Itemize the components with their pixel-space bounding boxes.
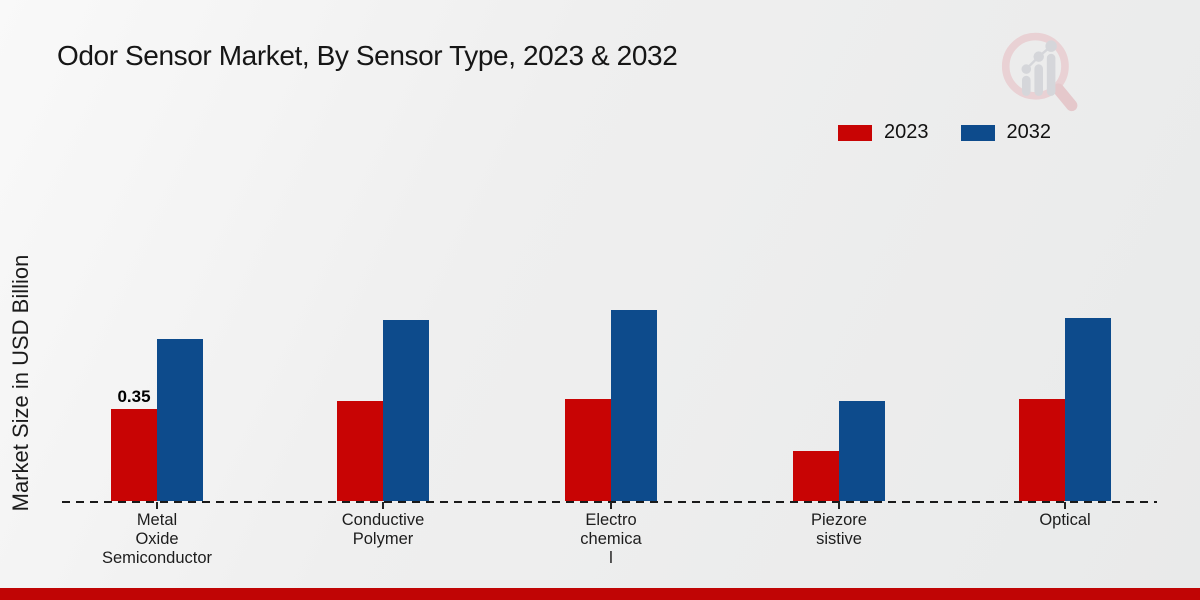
legend-label-2032: 2032 xyxy=(1006,121,1052,143)
bar-2032-metal-oxide-semiconductor xyxy=(157,339,203,501)
bar-2032-piezoresistive xyxy=(839,401,885,501)
bar-2032-electrochemical xyxy=(611,310,657,501)
x-axis-category-label-line: Electro xyxy=(585,511,637,529)
x-axis-category-label-line: Conductive xyxy=(341,511,425,529)
chart-legend: 2023 2032 xyxy=(838,121,1051,144)
bar-2032-optical xyxy=(1065,318,1111,501)
x-axis-category-label-line: Metal xyxy=(136,511,178,529)
bar-2023-piezoresistive xyxy=(793,451,839,501)
x-axis-category-label-line: Semiconductor xyxy=(101,549,213,567)
page-title: Odor Sensor Market, By Sensor Type, 2023… xyxy=(57,40,678,71)
bar-2023-optical xyxy=(1019,399,1065,501)
x-axis-category-label: Metal Oxide Semiconductor xyxy=(67,511,247,568)
x-axis-category-label-line: Optical xyxy=(1039,511,1091,529)
footer-accent-bar xyxy=(0,588,1200,600)
x-axis-tick xyxy=(156,502,158,509)
x-axis-category-label: Piezore sistive xyxy=(749,511,929,549)
x-axis-category-label-line: Piezore xyxy=(811,511,867,529)
bar-2023-metal-oxide-semiconductor xyxy=(111,409,157,501)
x-axis-category-label-line: sistive xyxy=(816,530,862,548)
x-axis-category-label-line: l xyxy=(609,549,613,567)
brand-logo-watermark-icon xyxy=(1001,32,1078,112)
legend-label-2023: 2023 xyxy=(884,121,929,143)
x-axis-tick xyxy=(610,502,612,509)
x-axis-category-label: Conductive Polymer xyxy=(293,511,473,549)
x-axis-category-label-line: Oxide xyxy=(135,530,179,548)
legend-swatch-2023 xyxy=(838,124,872,141)
bar-2023-electrochemical xyxy=(565,399,611,501)
bar-2032-conductive-polymer xyxy=(383,320,429,501)
legend-item-2023: 2023 xyxy=(838,121,929,144)
x-axis-category-label-line: Polymer xyxy=(352,530,414,548)
x-axis-tick xyxy=(1064,502,1066,509)
x-axis-tick xyxy=(838,502,840,509)
legend-swatch-2032 xyxy=(960,124,995,141)
x-axis-category-label-line: chemica xyxy=(580,530,642,548)
bar-value-label: 0.35 xyxy=(117,387,151,406)
bar-2023-conductive-polymer xyxy=(337,401,383,501)
x-axis-tick xyxy=(382,502,384,509)
x-axis-category-label: Electro chemica l xyxy=(521,511,701,568)
x-axis-category-label: Optical xyxy=(975,511,1155,530)
x-axis-dashed-baseline xyxy=(62,501,1157,503)
legend-item-2032: 2032 xyxy=(960,121,1052,144)
